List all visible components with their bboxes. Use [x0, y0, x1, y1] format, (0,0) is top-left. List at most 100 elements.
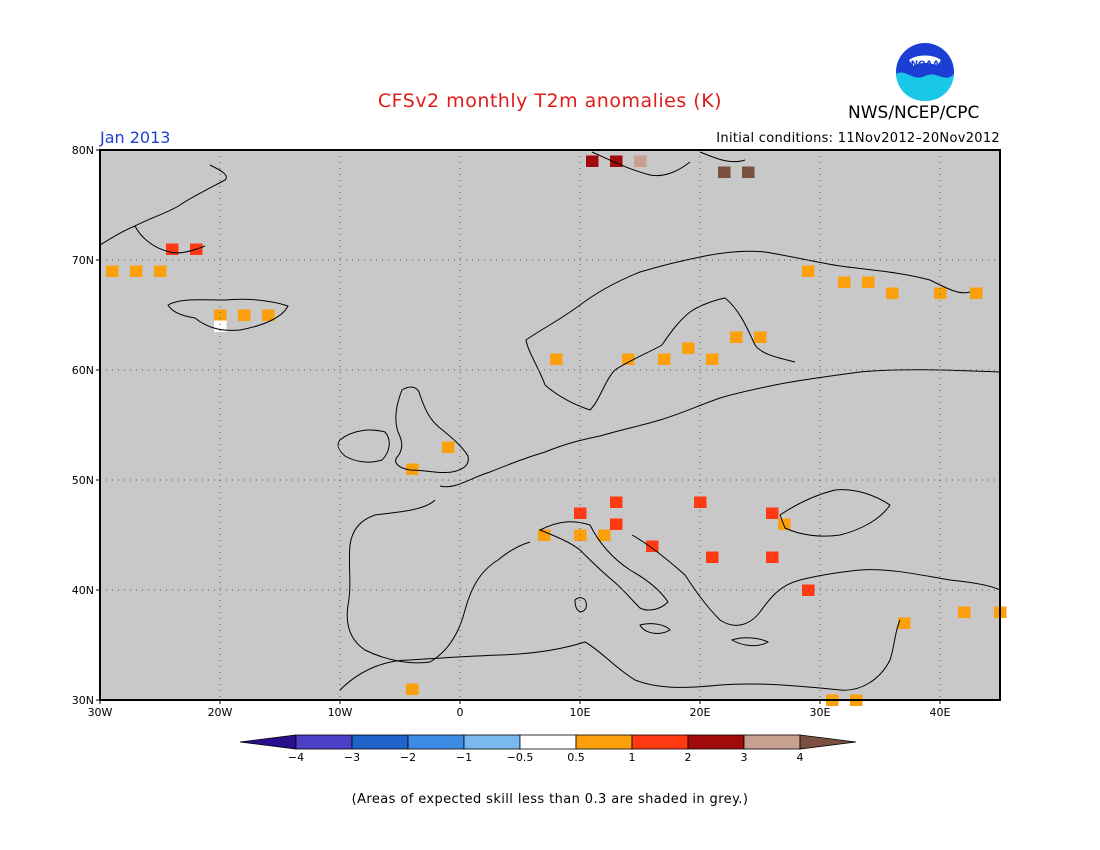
- anomaly-cell: [658, 353, 671, 365]
- anomaly-cell: [766, 551, 779, 563]
- italy-coast: [538, 521, 669, 611]
- legend-tick-label: 4: [797, 751, 804, 764]
- lon-tick-label: 20E: [690, 706, 711, 719]
- anomaly-cell: [610, 518, 623, 530]
- lat-tick-label: 40N: [72, 584, 94, 597]
- color-legend: −4 −3 −2 −1 −0.5 0.5 1 2 3 4: [239, 734, 857, 764]
- anomaly-cell: [238, 309, 251, 321]
- legend-swatch: [463, 734, 521, 750]
- anomaly-cell: [898, 617, 911, 629]
- anomaly-cell: [934, 287, 947, 299]
- anomaly-cell: [610, 496, 623, 508]
- logo-text: NOAA: [911, 60, 940, 70]
- legend-tick-label: −0.5: [507, 751, 534, 764]
- lon-tick-label: 40E: [930, 706, 951, 719]
- anomaly-cell: [802, 584, 815, 596]
- legend-tick-label: 0.5: [567, 751, 585, 764]
- legend-swatch: [351, 734, 409, 750]
- lat-tick-label: 50N: [72, 474, 94, 487]
- initial-conditions: Initial conditions: 11Nov2012–20Nov2012: [716, 131, 1000, 146]
- map-background: [100, 150, 1000, 700]
- anomaly-cell: [838, 276, 851, 288]
- anomaly-cell: [550, 353, 563, 365]
- anomaly-cell: [106, 265, 119, 277]
- anomaly-cell: [682, 342, 695, 354]
- anomaly-cell: [958, 606, 971, 618]
- anomaly-cell: [730, 331, 743, 343]
- anomaly-cell: [706, 551, 719, 563]
- anomaly-cell: [970, 287, 983, 299]
- legend-swatch: [687, 734, 745, 750]
- iceland-coast: [167, 298, 289, 331]
- lon-tick-label: 10E: [570, 706, 591, 719]
- anomaly-cell: [850, 694, 863, 706]
- legend-swatch: [407, 734, 465, 750]
- anomaly-cell: [778, 518, 791, 530]
- anomaly-cell: [598, 529, 611, 541]
- black-sea-coast: [779, 489, 891, 537]
- anomaly-cell: [166, 243, 179, 255]
- lon-tick-label: 30W: [88, 706, 113, 719]
- anomaly-cell: [646, 540, 659, 552]
- balkans-coast: [631, 534, 1001, 626]
- mediterranean-islands: [574, 597, 770, 647]
- anomaly-cell: [406, 463, 419, 475]
- lat-tick-label: 80N: [72, 144, 94, 157]
- anomaly-cell: [406, 683, 419, 695]
- legend-tick-label: −4: [288, 751, 304, 764]
- anomaly-cell: [610, 155, 623, 167]
- anomaly-cell: [742, 166, 755, 178]
- britain-coast: [395, 386, 469, 474]
- chart-title: CFSv2 monthly T2m anomalies (K): [377, 90, 723, 112]
- legend-tick-label: −3: [344, 751, 360, 764]
- anomaly-cell: [214, 320, 227, 332]
- anomaly-cell: [766, 507, 779, 519]
- anomaly-cell: [994, 606, 1007, 618]
- longitude-axis: 30W 20W 10W 0 10E 20E 30E 40E: [88, 700, 951, 719]
- anomaly-cell: [634, 155, 647, 167]
- anomaly-cell: [694, 496, 707, 508]
- lat-tick-label: 60N: [72, 364, 94, 377]
- anomaly-cell: [538, 529, 551, 541]
- legend-swatch: [519, 734, 577, 750]
- map-frame: [99, 149, 1001, 701]
- anomaly-cell: [154, 265, 167, 277]
- anomaly-cell: [190, 243, 203, 255]
- lon-tick-label: 10W: [328, 706, 353, 719]
- anomaly-cell: [574, 507, 587, 519]
- anomaly-cell: [802, 265, 815, 277]
- ireland-coast: [337, 429, 390, 463]
- legend-tick-label: −2: [400, 751, 416, 764]
- legend-swatch: [799, 734, 857, 750]
- anomaly-cell: [262, 309, 275, 321]
- europe-coast: [439, 369, 1001, 488]
- legend-swatch: [743, 734, 801, 750]
- legend-tick-label: 1: [629, 751, 636, 764]
- legend-tick-label: 3: [741, 751, 748, 764]
- anomaly-cell: [574, 529, 587, 541]
- anomaly-cell: [718, 166, 731, 178]
- lat-tick-label: 30N: [72, 694, 94, 707]
- anomaly-cell: [214, 309, 227, 321]
- svalbard-coast: [591, 151, 746, 177]
- legend-swatch: [239, 734, 297, 750]
- legend-tick-label: −1: [456, 751, 472, 764]
- lon-tick-label: 0: [457, 706, 464, 719]
- lon-tick-label: 30E: [810, 706, 831, 719]
- grid-lines: [100, 150, 1000, 700]
- legend-tick-label: 2: [685, 751, 692, 764]
- anomaly-cell: [442, 441, 455, 453]
- lat-tick-label: 70N: [72, 254, 94, 267]
- anomaly-cell: [886, 287, 899, 299]
- footnote: (Areas of expected skill less than 0.3 a…: [351, 792, 749, 807]
- noaa-logo: NOAA: [894, 41, 956, 103]
- agency-label: NWS/NCEP/CPC: [848, 103, 980, 123]
- latitude-axis: 80N 70N 60N 50N 40N 30N: [72, 144, 100, 707]
- anomaly-cell: [706, 353, 719, 365]
- scandinavia-coast: [525, 250, 971, 411]
- iberia-coast: [346, 499, 531, 664]
- anomaly-cell: [622, 353, 635, 365]
- anomaly-cell: [754, 331, 767, 343]
- valid-month: Jan 2013: [100, 128, 171, 147]
- greenland-coast: [99, 164, 227, 254]
